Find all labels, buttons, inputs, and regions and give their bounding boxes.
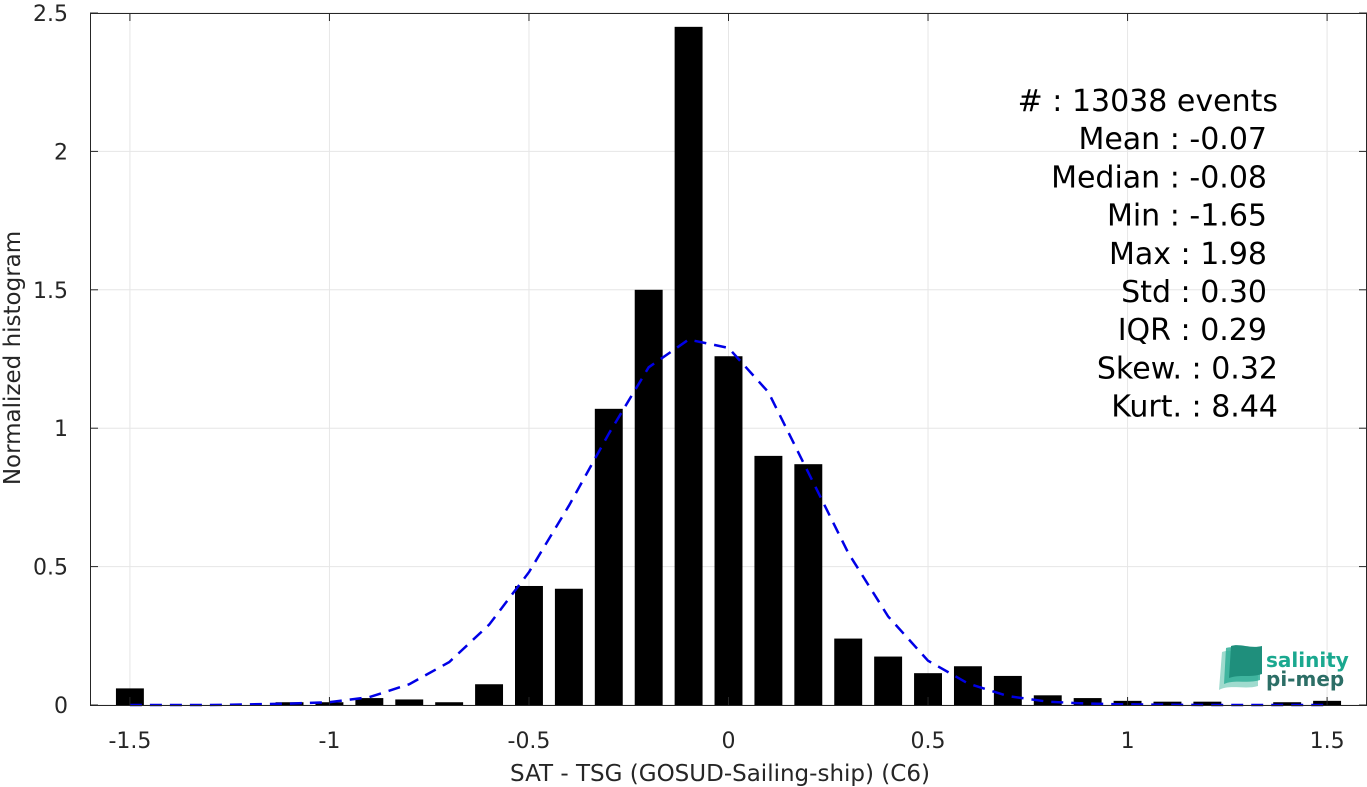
- y-tick-label: 2: [54, 140, 68, 165]
- x-tick-label: 1: [1121, 729, 1135, 754]
- x-tick-label: 1.5: [1310, 729, 1345, 754]
- stat-line: Median : -0.08: [1051, 160, 1267, 195]
- x-tick-label: 0: [722, 729, 736, 754]
- y-tick-label: 0: [54, 694, 68, 719]
- histogram-bar: [1033, 695, 1062, 705]
- histogram-bar: [834, 638, 863, 705]
- y-tick-label: 2.5: [33, 2, 68, 27]
- histogram-bar: [634, 289, 663, 705]
- logo-waves-icon: [1219, 645, 1262, 690]
- histogram-bar: [594, 408, 623, 705]
- logo-line-1: salinity: [1266, 648, 1349, 672]
- y-tick-label: 1: [54, 417, 68, 442]
- histogram-bar: [754, 455, 783, 705]
- histogram-bar: [1273, 702, 1302, 705]
- salinity-pi-mep-logo: salinity pi-mep: [1219, 645, 1349, 691]
- histogram-bar: [515, 585, 543, 705]
- x-tick-labels: -1.5 -1 -0.5 0 0.5 1 1.5: [108, 729, 1344, 754]
- logo-line-2: pi-mep: [1266, 667, 1344, 691]
- histogram-bar: [993, 675, 1022, 705]
- stat-line: Mean : -0.07: [1078, 122, 1267, 157]
- histogram-bar: [714, 356, 743, 705]
- histogram-bar: [475, 684, 504, 705]
- histogram-bar: [674, 26, 703, 705]
- y-tick-labels: 0 0.5 1 1.5 2 2.5: [33, 2, 68, 719]
- histogram-bar: [115, 688, 144, 705]
- histogram-bar: [874, 656, 903, 705]
- histogram-bars: [115, 26, 1342, 705]
- x-tick-label: -0.5: [508, 729, 551, 754]
- stat-line: # : 13038 events: [1018, 84, 1278, 119]
- histogram-bar: [554, 588, 583, 705]
- stat-line: Skew. : 0.32: [1097, 351, 1278, 386]
- x-tick-label: -1: [318, 729, 340, 754]
- y-axis-label: Normalized histogram: [0, 231, 26, 485]
- histogram-bar: [1153, 701, 1182, 705]
- y-tick-label: 1.5: [33, 279, 68, 304]
- x-axis-label: SAT - TSG (GOSUD-Sailing-ship) (C6): [510, 761, 930, 787]
- y-tick-label: 0.5: [33, 556, 68, 581]
- histogram-bar: [275, 702, 304, 705]
- stat-line: Std : 0.30: [1121, 275, 1267, 310]
- histogram-bar: [1073, 698, 1102, 705]
- x-tick-label: 0.5: [911, 729, 946, 754]
- histogram-bar: [395, 699, 424, 705]
- histogram-bar: [794, 464, 823, 705]
- stat-line: IQR : 0.29: [1118, 313, 1267, 348]
- stat-line: Min : -1.65: [1107, 199, 1267, 234]
- stat-line: Kurt. : 8.44: [1111, 390, 1278, 425]
- histogram-bar: [435, 702, 464, 705]
- x-tick-label: -1.5: [108, 729, 151, 754]
- histogram-bar: [355, 698, 384, 705]
- stat-line: Max : 1.98: [1109, 237, 1267, 272]
- histogram-bar: [1193, 701, 1222, 705]
